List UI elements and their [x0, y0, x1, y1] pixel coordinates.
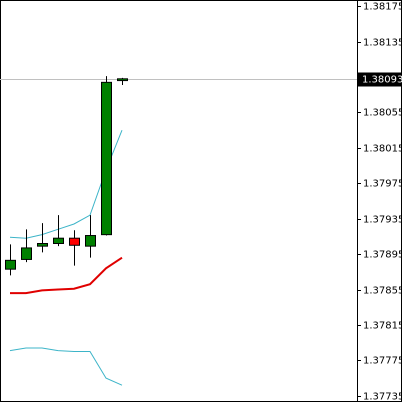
indicator-line [9, 347, 123, 386]
y-tick-label: 1.38055 [363, 108, 402, 119]
candle-body [101, 81, 112, 236]
y-tick-label: 1.37855 [363, 286, 402, 297]
candle-body [69, 237, 80, 246]
candle-body [117, 78, 128, 82]
candle-body [5, 259, 16, 270]
y-tick-label: 1.38175 [363, 2, 402, 13]
y-tick-label: 1.38015 [363, 144, 402, 155]
y-tick-label: 1.37775 [363, 356, 402, 367]
y-tick-label: 1.37735 [363, 392, 402, 402]
candle-body [53, 237, 64, 245]
price-label: 1.38093 [362, 75, 402, 86]
y-tick-label: 1.37935 [363, 215, 402, 226]
y-tick-label: 1.37815 [363, 321, 402, 332]
y-tick-label: 1.37975 [363, 179, 402, 190]
candle-body [85, 235, 96, 247]
y-tick-label: 1.37895 [363, 250, 402, 261]
candle-body [21, 247, 32, 260]
price-label-box [357, 72, 401, 87]
indicator-line [10, 256, 123, 295]
candle-body [37, 243, 48, 247]
y-tick-label: 1.38135 [363, 38, 402, 49]
